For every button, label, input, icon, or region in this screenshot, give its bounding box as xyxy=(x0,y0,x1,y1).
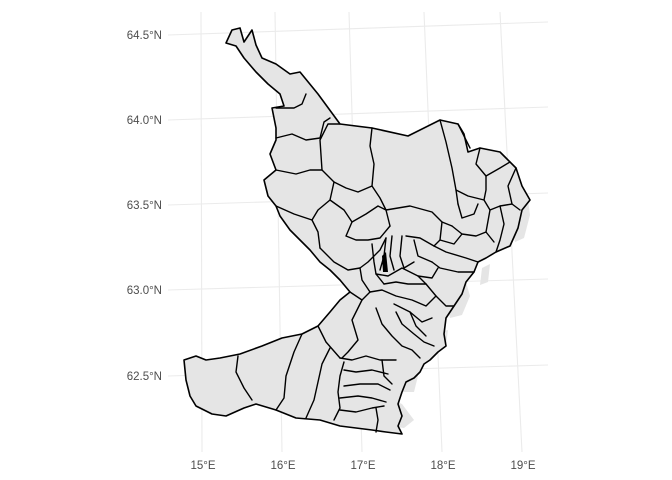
x-axis: 15°E 16°E 17°E 18°E 19°E xyxy=(190,460,535,472)
boundary-line xyxy=(393,303,433,323)
y-tick-label: 64.0°N xyxy=(127,115,162,127)
y-tick-label: 63.5°N xyxy=(127,200,162,212)
boundary-line xyxy=(369,127,387,211)
boundary-line xyxy=(431,261,475,273)
island-shape xyxy=(480,264,490,285)
region-outline xyxy=(183,27,531,435)
boundary-line xyxy=(457,203,479,219)
boundary-line xyxy=(375,267,439,279)
boundary-line xyxy=(339,405,385,413)
x-tick-label: 16°E xyxy=(270,460,295,472)
boundary-line xyxy=(305,347,331,419)
boundary-line xyxy=(451,225,495,243)
y-tick-label: 62.5°N xyxy=(127,371,162,383)
boundary-line xyxy=(343,383,391,391)
boundary-line xyxy=(275,117,331,141)
gridline-lat-64.0 xyxy=(167,106,549,121)
boundary-line xyxy=(275,169,373,193)
boundary-line xyxy=(317,325,341,359)
boundary-line xyxy=(275,181,335,221)
boundary-line xyxy=(389,235,395,271)
boundary-line xyxy=(345,221,391,241)
boundary-line xyxy=(405,235,441,247)
boundary-line xyxy=(275,333,303,411)
boundary-line xyxy=(359,267,371,293)
boundary-line xyxy=(371,243,385,285)
boundary-line xyxy=(339,395,387,403)
boundary-line xyxy=(409,311,427,337)
boundary-line xyxy=(341,299,363,359)
boundary-line xyxy=(507,167,521,211)
x-tick-label: 15°E xyxy=(190,460,215,472)
municipal-boundaries xyxy=(235,93,521,433)
y-axis: 64.5°N 64.0°N 63.5°N 63.0°N 62.5°N xyxy=(127,30,162,383)
boundary-line xyxy=(399,235,415,269)
boundary-line xyxy=(343,369,389,375)
boundary-line xyxy=(495,205,505,253)
boundary-line xyxy=(375,307,421,359)
boundary-line xyxy=(439,119,459,205)
x-tick-label: 17°E xyxy=(350,460,375,472)
boundary-line xyxy=(319,123,341,171)
boundary-line xyxy=(333,361,345,421)
x-tick-label: 19°E xyxy=(510,460,535,472)
boundary-line xyxy=(235,355,253,401)
boundary-line xyxy=(483,175,487,201)
boundary-line xyxy=(433,245,479,263)
boundary-line xyxy=(381,359,393,385)
boundary-line xyxy=(369,289,437,307)
boundary-line xyxy=(275,93,307,109)
boundary-line xyxy=(375,407,379,433)
county-map xyxy=(183,27,531,435)
boundary-line xyxy=(439,221,463,245)
boundary-line xyxy=(413,239,433,263)
boundary-line xyxy=(339,355,397,361)
enclave-shape xyxy=(382,252,388,272)
boundary-line xyxy=(395,311,435,347)
x-tick-label: 18°E xyxy=(430,460,455,472)
boundary-line xyxy=(311,219,321,249)
boundary-line xyxy=(383,281,427,285)
y-tick-label: 63.0°N xyxy=(127,285,162,297)
gridline-lat-64.5 xyxy=(167,21,549,36)
y-tick-label: 64.5°N xyxy=(127,30,162,42)
boundary-line xyxy=(385,205,453,227)
boundary-line xyxy=(457,123,471,149)
